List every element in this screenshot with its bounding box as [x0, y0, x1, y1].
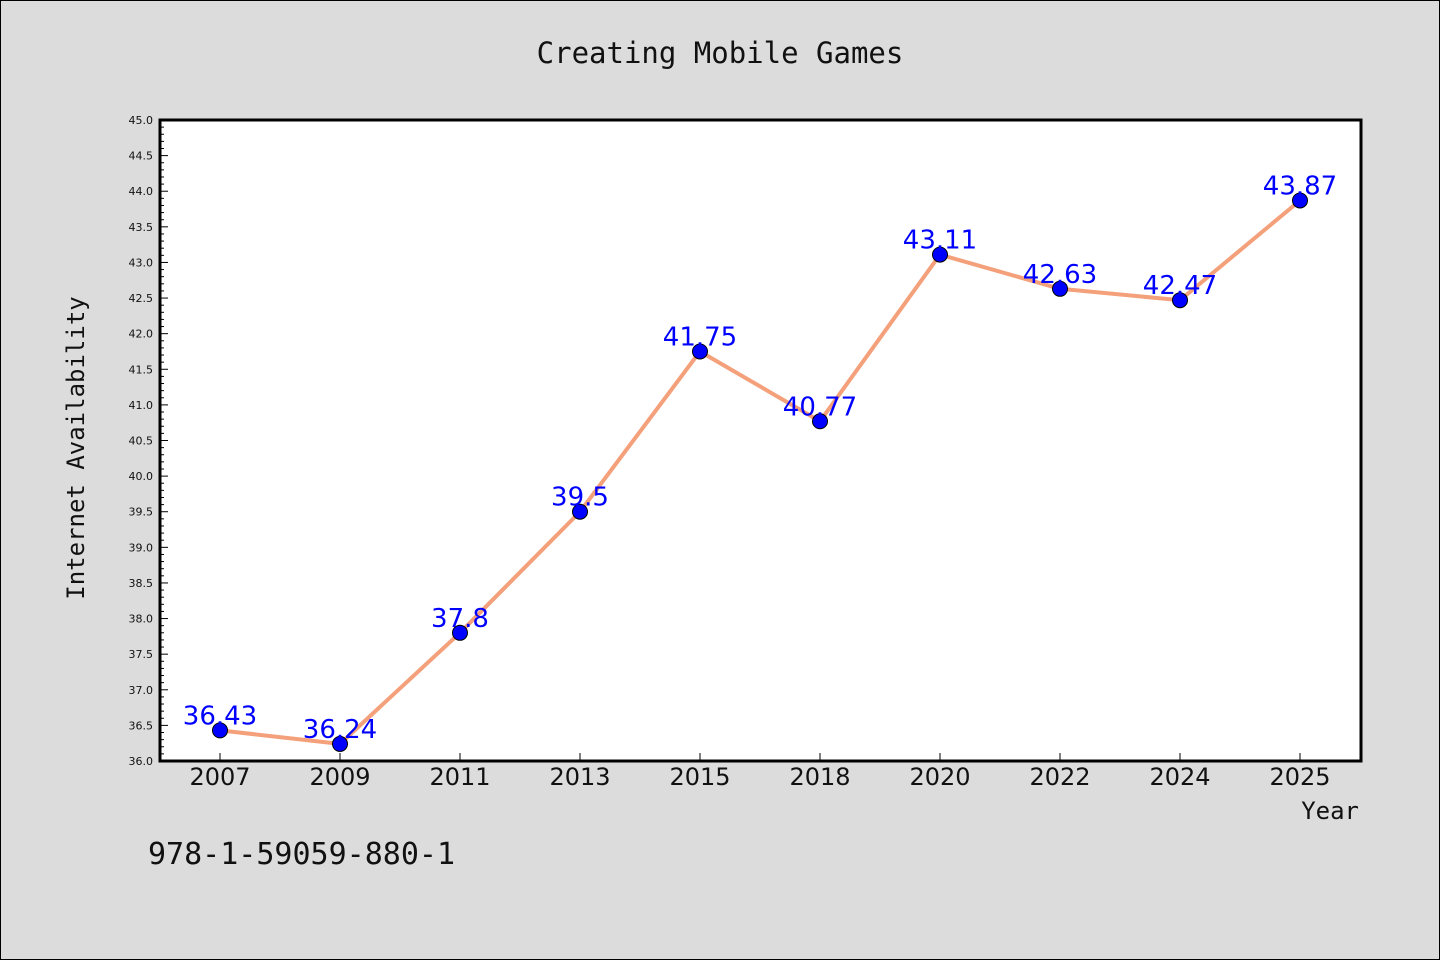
y-tick-label: 37.5	[129, 648, 154, 661]
data-point	[692, 343, 708, 360]
data-point	[1172, 292, 1188, 309]
y-tick-label: 38.0	[129, 613, 154, 626]
x-tick-label: 2013	[549, 763, 610, 791]
x-tick-label: 2025	[1269, 763, 1330, 791]
data-label: 42.63	[1023, 260, 1097, 290]
data-label: 40.77	[783, 392, 857, 422]
y-tick-label: 42.5	[129, 292, 154, 305]
data-point	[932, 246, 948, 263]
x-tick-label: 2018	[789, 763, 850, 791]
y-tick-label: 45.0	[129, 114, 154, 127]
data-label: 42.47	[1143, 271, 1217, 301]
x-tick-label: 2020	[909, 763, 970, 791]
data-point	[1292, 192, 1308, 209]
y-tick-label: 43.0	[129, 256, 154, 269]
series-line	[219, 198, 1302, 746]
x-tick-label: 2022	[1029, 763, 1090, 791]
x-tick-label: 2009	[309, 763, 370, 791]
x-tick-label: 2007	[189, 763, 250, 791]
y-tick-label: 42.0	[129, 328, 154, 341]
y-tick-label: 41.0	[129, 399, 154, 412]
x-tick-label: 2015	[669, 763, 730, 791]
data-label: 43.87	[1263, 171, 1337, 201]
x-tick-label: 2024	[1149, 763, 1210, 791]
x-tick-label: 2011	[429, 763, 490, 791]
data-point	[332, 735, 348, 752]
footer-code: 978-1-59059-880-1	[148, 837, 455, 872]
data-point	[452, 624, 468, 641]
y-tick-label: 44.0	[129, 185, 154, 198]
y-tick-label: 39.0	[129, 541, 154, 554]
x-axis: 2007 2009 2011 2013 2015 2018 2020 2022 2024 2025	[189, 753, 1331, 791]
y-tick-label: 40.0	[129, 470, 154, 483]
data-label: 36.43	[183, 701, 257, 731]
y-tick-label: 38.5	[129, 577, 154, 590]
x-axis-label: Year	[1301, 797, 1359, 825]
y-tick-label: 36.0	[129, 755, 154, 768]
chart-title: Creating Mobile Games	[537, 36, 904, 70]
y-tick-label: 37.0	[129, 684, 154, 697]
data-point	[572, 503, 588, 520]
data-label: 37.8	[431, 604, 489, 634]
y-tick-label: 40.5	[129, 435, 154, 448]
data-label: 36.24	[303, 715, 377, 745]
data-point	[1052, 280, 1068, 297]
data-label: 41.75	[663, 322, 737, 352]
data-point	[212, 722, 228, 739]
y-axis-label: Internet Availability	[62, 296, 90, 599]
data-label: 43.11	[903, 226, 977, 256]
y-tick-label: 43.5	[129, 221, 154, 234]
data-label: 39.5	[551, 483, 609, 513]
y-tick-label: 39.5	[129, 506, 154, 519]
y-tick-label: 41.5	[129, 363, 154, 376]
y-tick-label: 36.5	[129, 719, 154, 732]
plot-area	[158, 118, 1363, 763]
y-tick-label: 44.5	[129, 150, 154, 163]
series-line-group: 36.43 36.24 37.8 39.5 41.75 40.77 43.11 42.63 42…	[183, 171, 1337, 752]
y-axis: 36.0 36.5 37.0 37.5 38.0 38.5 39.0 39.5 40.0 40.5…	[129, 114, 168, 768]
data-point	[812, 413, 828, 430]
